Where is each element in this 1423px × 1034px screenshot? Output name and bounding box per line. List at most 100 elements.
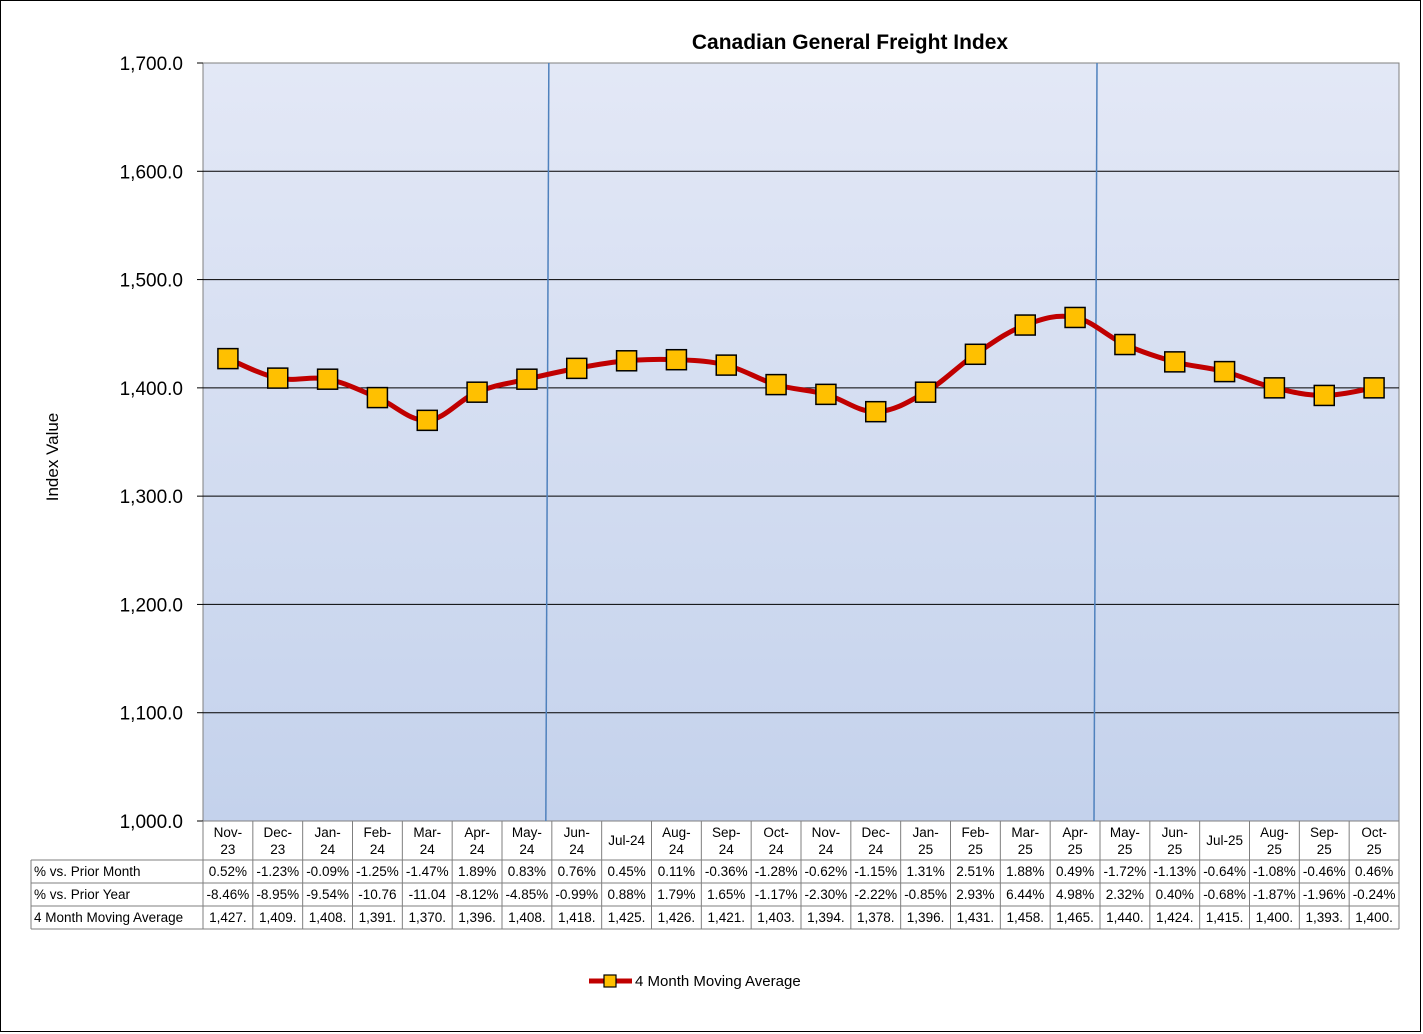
x-category-label: Feb- — [364, 825, 392, 840]
y-axis-ticks: 1,000.0 1,100.0 1,200.0 1,300.0 1,400.0 1,500… — [120, 54, 203, 833]
data-point — [1064, 306, 1086, 329]
x-category-label: Dec- — [861, 825, 890, 840]
table-cell: 1,409. — [259, 910, 297, 925]
table-cell: 1,425. — [608, 910, 646, 925]
data-point — [1213, 360, 1236, 383]
table-cell: -1.17% — [755, 887, 798, 902]
legend-label: 4 Month Moving Average — [635, 973, 801, 990]
table-cell: 2.51% — [956, 864, 994, 879]
x-category-label: Mar- — [413, 825, 441, 840]
x-category-label: Aug- — [1260, 825, 1289, 840]
table-cell: 1,427. — [209, 910, 247, 925]
data-point — [1263, 377, 1286, 399]
table-cell: 1.31% — [906, 864, 944, 879]
table-cell: 1,396. — [458, 910, 496, 925]
x-category-label: 25 — [918, 842, 933, 857]
table-cell: -0.85% — [904, 887, 947, 902]
table-cell: 2.32% — [1106, 887, 1144, 902]
table-cell: -2.22% — [854, 887, 897, 902]
data-point — [416, 409, 438, 432]
data-point — [217, 347, 239, 370]
table-cell: -10.76 — [358, 887, 396, 902]
data-point — [715, 354, 737, 376]
data-point — [316, 368, 339, 390]
x-category-label: 24 — [769, 842, 785, 857]
table-cell: 1,431. — [957, 910, 995, 925]
table-cell: 0.76% — [558, 864, 596, 879]
table-cell: 1,370. — [408, 910, 446, 925]
table-cell: -0.24% — [1353, 887, 1396, 902]
table-cell: -2.30% — [805, 887, 848, 902]
data-point — [665, 348, 688, 371]
table-cell: -0.62% — [805, 864, 848, 879]
table-cell: 1,408. — [508, 910, 546, 925]
table-cell: 1,440. — [1106, 910, 1144, 925]
x-category-label: Sep- — [712, 825, 741, 840]
table-row-header: 4 Month Moving Average — [34, 910, 183, 925]
table-cell: -0.99% — [555, 887, 598, 902]
table-cell: 1,393. — [1305, 910, 1343, 925]
x-category-label: Mar- — [1011, 825, 1039, 840]
table-cell: 1,418. — [558, 910, 596, 925]
legend: 4 Month Moving Average — [589, 973, 801, 990]
table-cell: -1.13% — [1153, 864, 1196, 879]
x-category-label: Jan- — [314, 825, 340, 840]
data-point — [964, 343, 987, 366]
table-cell: 1,421. — [707, 910, 745, 925]
table-cell: 1,394. — [807, 910, 845, 925]
table-cell: -9.54% — [306, 887, 349, 902]
table-cell: -0.09% — [306, 864, 349, 879]
x-category-label: Feb- — [962, 825, 990, 840]
data-point — [1313, 384, 1335, 407]
reference-line — [1093, 62, 1098, 822]
table-cell: 1,465. — [1056, 910, 1094, 925]
gridlines — [203, 170, 1399, 714]
y-tick-label: 1,200.0 — [120, 595, 183, 616]
table-cell: -11.04 — [409, 887, 447, 902]
table-cell: 0.46% — [1355, 864, 1393, 879]
table-cell: -8.12% — [456, 887, 499, 902]
x-category-label: 24 — [669, 842, 685, 857]
x-category-label: 24 — [719, 842, 735, 857]
x-category-label: 24 — [470, 842, 486, 857]
table-cell: 0.52% — [209, 864, 247, 879]
reference-line — [545, 62, 550, 822]
chart-title: Canadian General Freight Index — [692, 31, 1009, 54]
data-point — [267, 367, 289, 389]
x-category-label: 25 — [1167, 842, 1182, 857]
table-cell: 1,408. — [309, 910, 347, 925]
x-category-label: 25 — [1018, 842, 1033, 857]
table-cell: -1.72% — [1104, 864, 1147, 879]
table-cell: -1.47% — [406, 864, 449, 879]
data-point — [865, 400, 887, 423]
table-cell: -0.46% — [1303, 864, 1346, 879]
legend-swatch-marker — [603, 974, 617, 988]
table-cell: 1,426. — [658, 910, 696, 925]
y-tick-label: 1,100.0 — [120, 704, 183, 725]
table-cell: 2.93% — [956, 887, 994, 902]
x-category-label: 24 — [320, 842, 336, 857]
data-point — [765, 373, 787, 396]
table-cell: -1.15% — [854, 864, 897, 879]
table-cell: -1.25% — [356, 864, 399, 879]
table-cell: -4.85% — [506, 887, 549, 902]
table-cell: -0.64% — [1203, 864, 1246, 879]
table-cell: 1,391. — [359, 910, 397, 925]
table-cell: 0.49% — [1056, 864, 1094, 879]
x-category-label: 24 — [868, 842, 884, 857]
table-cell: 1,458. — [1006, 910, 1044, 925]
table-cell: -1.28% — [755, 864, 798, 879]
y-tick-label: 1,400.0 — [120, 379, 183, 400]
x-category-label: Jun- — [1162, 825, 1188, 840]
table-cell: 1.89% — [458, 864, 496, 879]
table-cell: -0.68% — [1203, 887, 1246, 902]
data-point — [1114, 333, 1136, 356]
x-category-label: Sep- — [1310, 825, 1339, 840]
table-row-header: % vs. Prior Year — [34, 887, 131, 902]
data-point — [566, 357, 588, 380]
x-category-label: Apr- — [464, 825, 490, 840]
table-cell: 1,415. — [1206, 910, 1244, 925]
data-point — [815, 383, 837, 406]
